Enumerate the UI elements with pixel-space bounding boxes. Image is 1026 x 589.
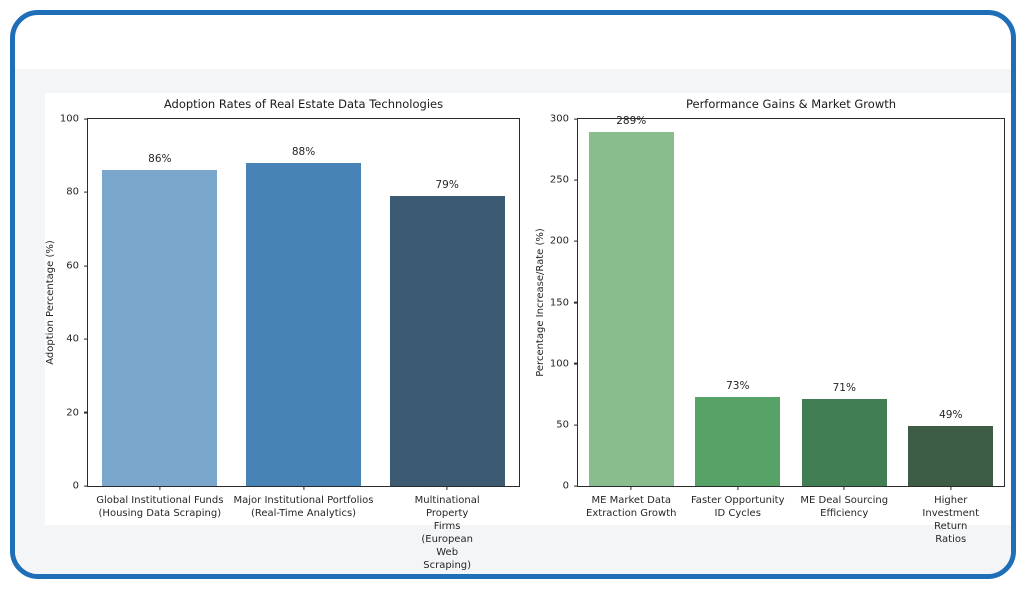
x-tick-mark [302,486,305,490]
x-category-label: ME Deal Sourcing Efficiency [800,495,889,519]
x-category-label: ME Market Data Extraction Growth [586,495,677,519]
bar [695,396,781,486]
y-tick-label: 100 [59,113,79,125]
y-tick-label: 20 [66,407,79,419]
bar-value-label: 289% [616,115,647,128]
card-frame: Adoption Rates of Real Estate Data Techn… [10,10,1016,579]
bar [389,196,505,486]
y-tick-mark [84,191,88,193]
y-tick-mark [84,338,88,340]
x-tick-mark [159,486,161,490]
x-tick-mark [446,486,448,490]
bar-value-label: 86% [148,153,172,166]
chart-performance-gains: Performance Gains & Market Growth Percen… [535,93,1011,545]
x-tick-mark [843,486,845,490]
y-tick-mark [84,118,88,120]
y-tick-label: 100 [549,358,569,370]
y-axis-label: Adoption Percentage (%) [44,240,56,365]
y-tick-mark [84,485,88,487]
y-tick-mark [574,301,578,304]
y-tick-label: 0 [562,480,569,492]
y-tick-label: 150 [549,297,569,308]
axes-adoption-rates: Adoption Rates of Real Estate Data Techn… [45,97,520,571]
chart-title: Performance Gains & Market Growth [685,97,897,111]
y-tick-label: 40 [66,333,79,345]
charts-figure: Adoption Rates of Real Estate Data Techn… [45,93,1011,571]
bar [102,170,218,486]
bar-value-label: 79% [435,179,459,192]
y-tick-label: 0 [72,480,79,492]
y-tick-label: 250 [549,174,569,186]
bar-value-label: 49% [939,409,963,422]
y-axis-label: Percentage Increase/Rate (%) [534,228,546,377]
y-tick-mark [574,363,578,365]
y-tick-mark [574,240,578,242]
bar-value-label: 73% [726,379,750,392]
y-tick-mark [84,412,88,414]
y-tick-label: 50 [556,419,569,431]
chart-adoption-rates: Adoption Rates of Real Estate Data Techn… [45,93,537,571]
bar [588,132,674,486]
chart-title: Adoption Rates of Real Estate Data Techn… [163,97,444,111]
x-category-label: Faster Opportunity ID Cycles [690,495,785,519]
x-tick-mark [630,486,632,490]
bar [908,426,994,486]
y-tick-mark [84,265,88,267]
y-tick-label: 60 [66,260,79,272]
x-category-label: Multinational Property Firms (European W… [414,495,480,571]
bar [246,163,361,486]
bar [801,399,887,486]
x-category-label: Major Institutional Portfolios (Real-Tim… [233,495,374,519]
bar-value-label: 88% [291,146,316,159]
y-tick-label: 300 [549,113,569,125]
y-tick-label: 200 [549,235,569,247]
y-tick-mark [574,485,578,487]
x-category-label: Higher Investment Return Ratios [922,495,980,545]
y-tick-mark [574,424,578,426]
x-tick-mark [737,486,739,490]
axes-performance-gains: Performance Gains & Market Growth Percen… [535,97,1005,545]
bar-value-label: 71% [832,382,856,395]
x-category-label: Global Institutional Funds (Housing Data… [96,495,224,519]
x-tick-mark [950,486,952,490]
y-tick-label: 80 [66,186,79,198]
y-tick-mark [574,118,578,120]
y-tick-mark [574,179,578,181]
